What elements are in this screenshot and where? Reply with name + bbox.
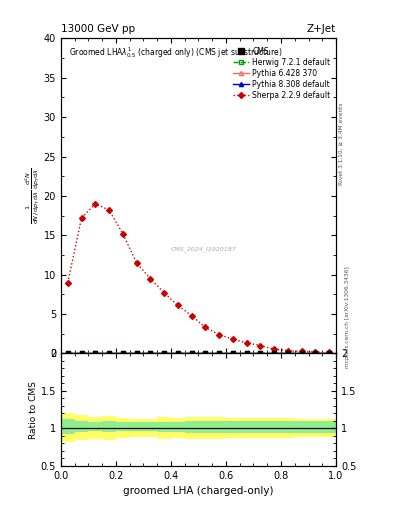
Text: Rivet 3.1.10, ≥ 3.4M events: Rivet 3.1.10, ≥ 3.4M events [339,102,344,185]
Legend: CMS, Herwig 7.2.1 default, Pythia 6.428 370, Pythia 8.308 default, Sherpa 2.2.9 : CMS, Herwig 7.2.1 default, Pythia 6.428 … [231,46,332,101]
Text: mcplots.cern.ch [arXiv:1306.3436]: mcplots.cern.ch [arXiv:1306.3436] [345,267,350,368]
Text: Z+Jet: Z+Jet [307,24,336,34]
Y-axis label: $\frac{1}{\mathrm{d}N\,/\,\mathrm{d}p_T\,\mathrm{d}\lambda}\,\frac{\mathrm{d}^2N: $\frac{1}{\mathrm{d}N\,/\,\mathrm{d}p_T\… [24,167,42,224]
Text: CMS_2024_I1920187: CMS_2024_I1920187 [171,247,237,252]
Y-axis label: Ratio to CMS: Ratio to CMS [29,381,38,439]
Text: Groomed LHA$\lambda^{1}_{0.5}$ (charged only) (CMS jet substructure): Groomed LHA$\lambda^{1}_{0.5}$ (charged … [69,45,283,59]
X-axis label: groomed LHA (charged-only): groomed LHA (charged-only) [123,486,274,496]
Text: 13000 GeV pp: 13000 GeV pp [61,24,135,34]
